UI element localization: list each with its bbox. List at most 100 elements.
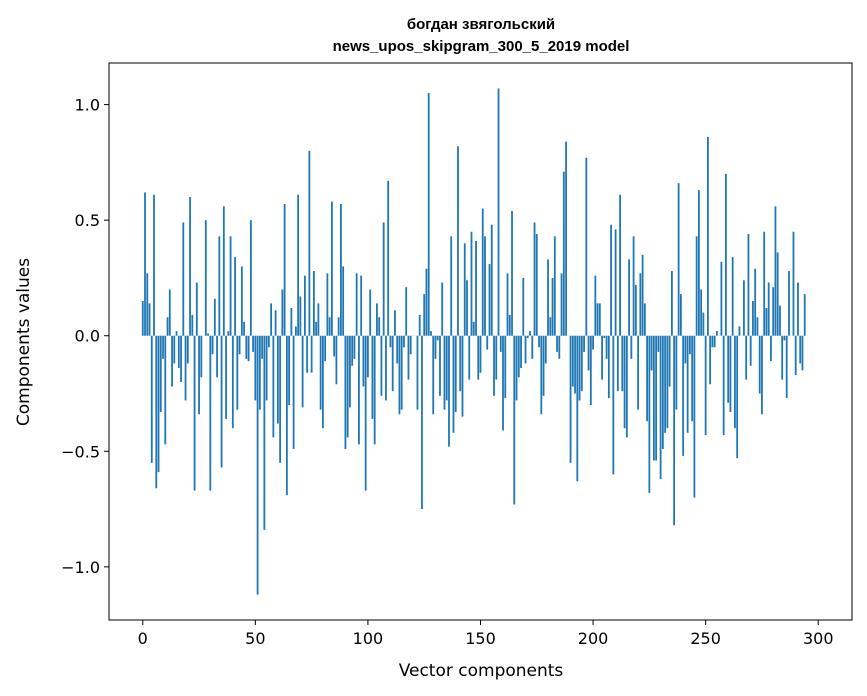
bar-285 (783, 335, 786, 341)
bar-116 (403, 335, 405, 348)
bar-243 (688, 335, 691, 355)
bar-181 (549, 317, 552, 336)
bar-122 (416, 335, 419, 410)
bar-225 (648, 335, 651, 493)
bar-260 (727, 335, 730, 403)
bar-231 (661, 335, 664, 449)
bar-80 (321, 335, 324, 429)
y-tick-label: 0.0 (75, 327, 100, 346)
bar-280 (772, 287, 775, 336)
bar-33 (216, 335, 218, 378)
bar-19 (184, 335, 187, 401)
bar-170 (524, 335, 527, 364)
bar-137 (450, 236, 453, 336)
bar-208 (610, 224, 612, 336)
bar-253 (711, 335, 714, 348)
bar-20 (186, 335, 189, 364)
bar-252 (709, 335, 712, 385)
bar-65 (288, 335, 291, 406)
bar-172 (529, 331, 531, 336)
bar-205 (603, 335, 606, 339)
x-tick-label: 200 (578, 629, 609, 648)
bar-217 (630, 335, 633, 359)
bar-86 (335, 335, 338, 385)
bar-30 (209, 335, 212, 491)
bar-236 (673, 335, 676, 526)
y-tick-label: −0.5 (61, 442, 100, 461)
bar-277 (765, 307, 768, 336)
bar-134 (443, 335, 446, 410)
bar-88 (340, 203, 342, 336)
bar-150 (479, 335, 482, 373)
x-tick-label: 50 (245, 629, 265, 648)
bar-93 (351, 335, 354, 366)
bar-265 (738, 326, 741, 336)
bar-262 (731, 257, 734, 336)
bar-174 (533, 222, 536, 336)
bar-164 (511, 210, 513, 336)
bar-series (141, 88, 806, 595)
bar-242 (686, 335, 689, 433)
bar-241 (684, 335, 687, 364)
bar-2 (146, 273, 149, 336)
bar-67 (292, 335, 295, 449)
bar-4 (150, 335, 153, 463)
bar-275 (761, 335, 763, 415)
bar-245 (693, 335, 696, 498)
bar-238 (677, 183, 680, 336)
bar-22 (191, 314, 194, 336)
bar-125 (423, 294, 426, 336)
bar-293 (801, 335, 804, 371)
bar-14 (173, 335, 176, 364)
bar-228 (655, 335, 658, 461)
bar-224 (646, 335, 649, 422)
bar-25 (198, 335, 200, 415)
bar-139 (454, 335, 457, 412)
bar-154 (488, 264, 491, 336)
bar-43 (238, 335, 241, 355)
bar-60 (276, 335, 279, 424)
bar-15 (175, 331, 178, 336)
bar-136 (448, 335, 450, 447)
bar-61 (279, 335, 282, 463)
bar-278 (767, 282, 770, 336)
bar-5 (153, 194, 155, 336)
bar-95 (355, 273, 358, 336)
bar-219 (634, 284, 637, 336)
x-tick-label: 0 (138, 629, 148, 648)
bar-240 (682, 335, 685, 456)
bar-268 (745, 335, 748, 380)
bar-180 (547, 259, 549, 336)
bar-51 (256, 335, 259, 595)
bar-159 (499, 335, 502, 352)
bar-53 (261, 335, 263, 359)
bar-213 (621, 335, 624, 392)
bar-28 (204, 220, 207, 336)
bar-42 (236, 335, 239, 410)
bar-199 (589, 335, 592, 406)
bar-185 (558, 335, 561, 359)
bar-153 (486, 335, 489, 350)
bar-192 (574, 335, 576, 394)
bar-82 (326, 273, 329, 336)
bar-135 (445, 335, 448, 401)
bar-142 (461, 335, 464, 417)
bar-291 (797, 282, 799, 336)
bar-272 (754, 268, 757, 336)
bar-10 (164, 335, 167, 445)
bar-148 (475, 240, 477, 336)
bar-184 (556, 335, 558, 352)
bar-76 (312, 271, 315, 336)
bar-23 (193, 335, 196, 491)
bar-166 (515, 335, 518, 401)
bar-133 (441, 282, 444, 336)
bar-132 (439, 335, 441, 396)
bar-151 (481, 208, 484, 336)
bar-196 (583, 335, 585, 352)
bar-39 (229, 236, 232, 336)
bar-145 (468, 335, 471, 380)
bar-270 (749, 335, 752, 366)
bar-128 (430, 331, 432, 336)
bar-233 (666, 335, 669, 429)
bar-141 (459, 335, 462, 392)
